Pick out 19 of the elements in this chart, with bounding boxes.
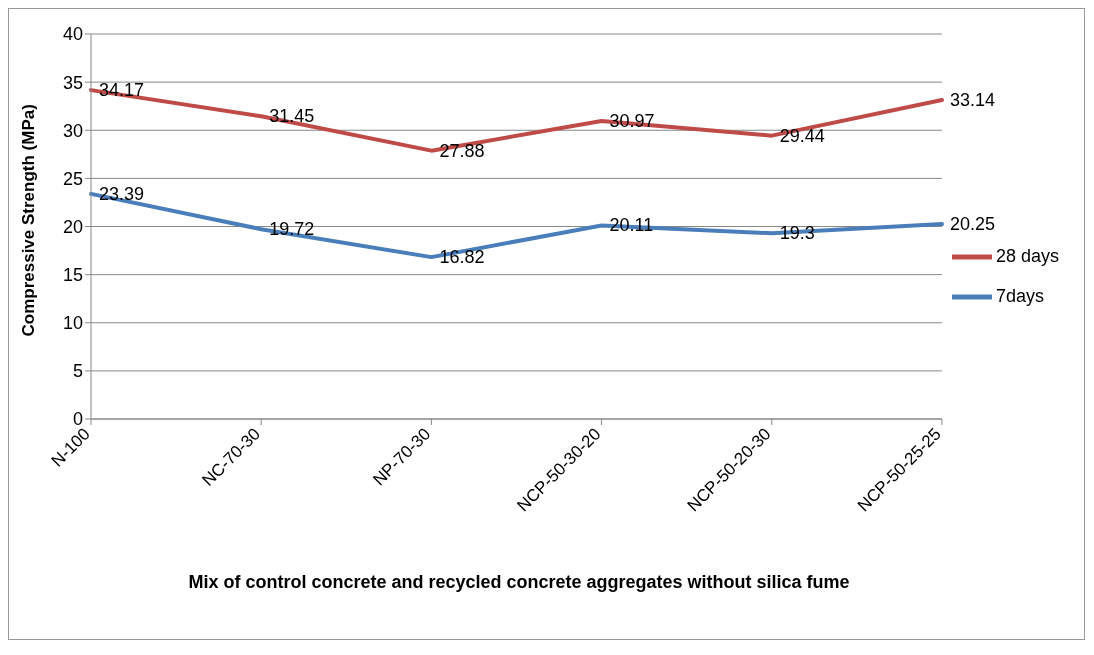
data-label: 29.44	[779, 125, 825, 146]
data-label: 27.88	[439, 140, 485, 161]
data-label: 33.14	[949, 90, 995, 111]
data-label: 16.82	[439, 247, 485, 268]
y-tick-label: 25	[62, 168, 83, 189]
y-tick-label: 20	[62, 216, 83, 237]
x-axis-title: Mix of control concrete and recycled concrete aggregates without silica fume	[187, 571, 851, 594]
y-tick-label: 35	[62, 72, 83, 93]
data-label: 20.25	[949, 214, 995, 235]
y-tick-label: 30	[62, 120, 83, 141]
y-tick-label: 40	[62, 24, 83, 45]
data-label: 31.45	[269, 106, 315, 127]
data-label: 23.39	[99, 183, 145, 204]
y-axis-title: Compressive Strength (MPa)	[19, 104, 39, 337]
y-tick-label: 10	[62, 313, 83, 334]
y-tick-label: 15	[62, 265, 83, 286]
legend-label: 28 days	[995, 245, 1059, 266]
legend-label: 7days	[995, 285, 1044, 306]
y-tick-label: 5	[72, 361, 83, 382]
